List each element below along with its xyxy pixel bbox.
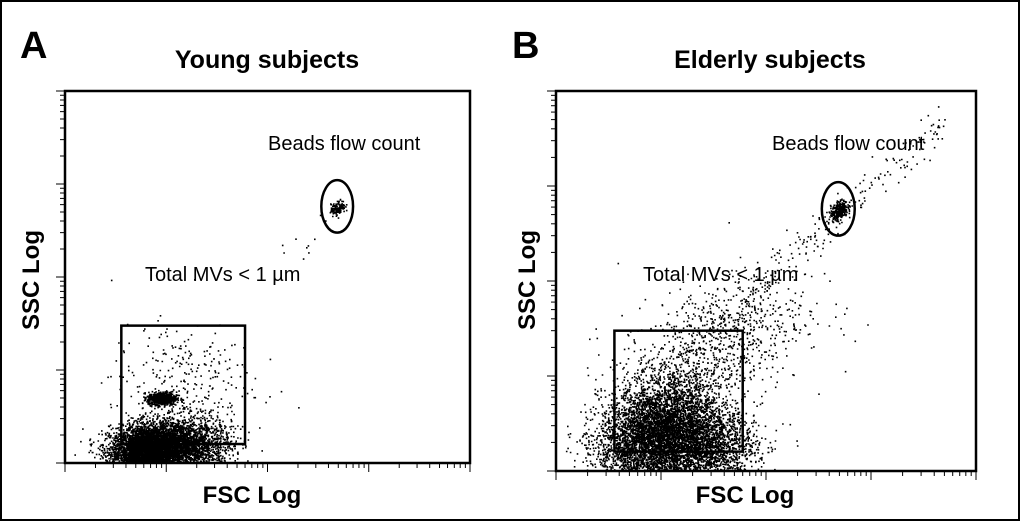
scatter-events xyxy=(74,198,348,464)
event-points xyxy=(74,198,348,464)
event-points xyxy=(565,106,946,472)
x-axis-label: FSC Log xyxy=(696,482,795,509)
panel-letter: B xyxy=(512,25,539,67)
mv-gate-label: Total MVs < 1 µm xyxy=(145,264,300,286)
plot-frame xyxy=(554,89,978,473)
scatter-events xyxy=(565,106,946,472)
panel-title: Young subjects xyxy=(175,46,359,74)
x-axis-label: FSC Log xyxy=(203,482,302,509)
panel-title: Elderly subjects xyxy=(674,46,866,74)
mv-gate-rectangle xyxy=(120,324,247,446)
beads-gate-label: Beads flow count xyxy=(772,133,925,155)
beads-gate-ellipse xyxy=(320,178,355,234)
panel-young: A Young subjects Total MVs < 1 µm Beads … xyxy=(18,25,472,509)
beads-gate-ellipse xyxy=(820,180,856,237)
panel-elderly: B Elderly subjects Total MVs < 1 µm Bead… xyxy=(512,25,978,509)
panel-letter: A xyxy=(20,25,47,67)
mv-gate-rectangle xyxy=(613,329,744,453)
plot-frame xyxy=(63,89,472,465)
y-axis-label: SSC Log xyxy=(18,230,45,330)
y-axis-label: SSC Log xyxy=(514,230,541,330)
beads-gate-label: Beads flow count xyxy=(268,133,421,155)
mv-gate-label: Total MVs < 1 µm xyxy=(643,264,798,286)
